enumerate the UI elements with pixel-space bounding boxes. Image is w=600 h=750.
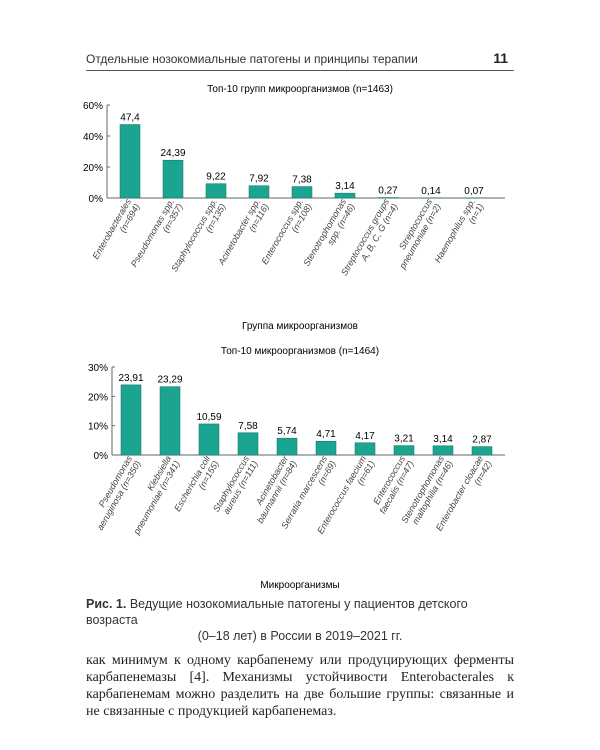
y-tick-label: 0% bbox=[94, 451, 109, 462]
bar bbox=[205, 183, 227, 199]
bar bbox=[120, 384, 142, 456]
bar bbox=[159, 386, 181, 456]
data-label: 3,14 bbox=[335, 181, 355, 192]
y-tick-label: 20% bbox=[83, 163, 103, 174]
y-tick-label: 0% bbox=[89, 194, 104, 205]
body-text: как минимум к одному карбапенему или про… bbox=[86, 653, 514, 719]
caption-line2: (0–18 лет) в России в 2019–2021 гг. bbox=[197, 629, 403, 643]
text-flow: Рис. 1. Ведущие нозокомиальные патогены … bbox=[86, 596, 514, 720]
y-tick-label: 30% bbox=[88, 363, 108, 374]
y-tick-label: 10% bbox=[88, 422, 108, 433]
data-label: 4,17 bbox=[355, 431, 375, 442]
caption-label: Рис. 1. bbox=[86, 597, 127, 611]
bar bbox=[315, 440, 337, 456]
data-label: 3,21 bbox=[394, 434, 414, 445]
bar bbox=[354, 442, 376, 456]
bar bbox=[119, 124, 141, 199]
data-label: 24,39 bbox=[160, 148, 185, 159]
data-label: 9,22 bbox=[206, 172, 226, 183]
x-tick-label: Pseudomonasaeruginosa (n=350) bbox=[86, 454, 143, 532]
data-label: 2,87 bbox=[472, 435, 492, 446]
x-axis-label: Группа микроорганизмов bbox=[242, 321, 358, 332]
bar bbox=[432, 445, 454, 456]
data-label: 7,58 bbox=[238, 421, 258, 432]
page-number: 11 bbox=[493, 50, 508, 66]
data-label: 23,29 bbox=[157, 375, 182, 386]
bar bbox=[334, 192, 356, 199]
caption-line1: Ведущие нозокомиальные патогены у пациен… bbox=[86, 597, 468, 627]
y-tick-label: 40% bbox=[83, 132, 103, 143]
data-label: 23,91 bbox=[118, 373, 143, 384]
y-tick-label: 60% bbox=[83, 101, 103, 112]
data-label: 7,38 bbox=[292, 175, 312, 186]
header-rule bbox=[86, 70, 514, 71]
y-tick-label: 20% bbox=[88, 392, 108, 403]
bar bbox=[198, 423, 220, 456]
data-label: 0,27 bbox=[378, 186, 398, 197]
bar bbox=[248, 185, 270, 199]
data-label: 10,59 bbox=[196, 412, 221, 423]
chart-title: Топ-10 групп микроорганизмов (n=1463) bbox=[207, 84, 393, 95]
running-header: Отдельные нозокомиальные патогены и прин… bbox=[86, 52, 418, 66]
chart-title: Топ-10 микроорганизмов (n=1464) bbox=[221, 346, 379, 357]
bar bbox=[162, 159, 184, 199]
data-label: 0,14 bbox=[421, 186, 441, 197]
bar bbox=[276, 437, 298, 456]
bar bbox=[393, 445, 415, 456]
data-label: 4,71 bbox=[316, 429, 336, 440]
data-label: 7,92 bbox=[249, 174, 269, 185]
data-label: 5,74 bbox=[277, 426, 297, 437]
x-axis-label: Микроорганизмы bbox=[260, 580, 339, 591]
bar bbox=[471, 446, 493, 456]
chart-top10-organisms: Топ-10 микроорганизмов (n=1464) 0% 10% 20% 3… bbox=[86, 346, 505, 591]
bar bbox=[237, 432, 259, 456]
data-label: 0,07 bbox=[464, 186, 484, 197]
data-label: 3,14 bbox=[433, 434, 453, 445]
figure-caption: Рис. 1. Ведущие нозокомиальные патогены … bbox=[86, 596, 514, 644]
data-label: 47,4 bbox=[120, 113, 140, 124]
bar bbox=[291, 186, 313, 199]
chart-top10-groups: Топ-10 групп микроорганизмов (n=1463) 0% 2… bbox=[83, 84, 505, 332]
